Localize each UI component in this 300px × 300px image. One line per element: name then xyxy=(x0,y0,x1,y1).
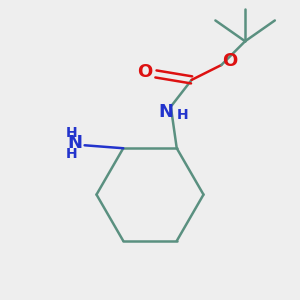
Text: H: H xyxy=(176,108,188,122)
Text: O: O xyxy=(222,52,237,70)
Text: N: N xyxy=(158,103,173,121)
Text: H: H xyxy=(65,147,77,160)
Text: N: N xyxy=(68,134,82,152)
Text: H: H xyxy=(65,126,77,140)
Text: O: O xyxy=(137,64,152,82)
